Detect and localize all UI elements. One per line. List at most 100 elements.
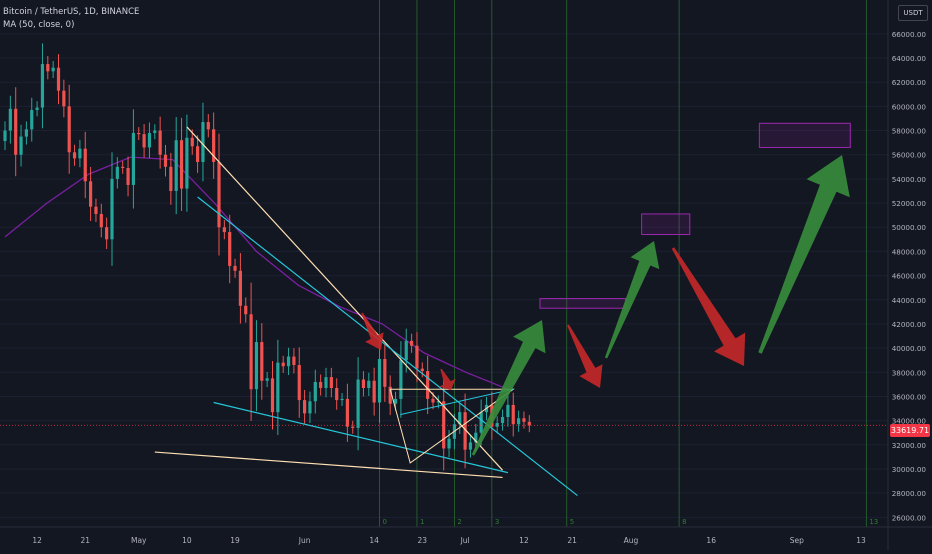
candle-body (517, 418, 521, 425)
candle-body (40, 64, 45, 108)
candle-body (522, 418, 526, 422)
y-tick-label: 64000.00 (892, 54, 927, 63)
candle-body (99, 213, 103, 228)
projection-arrow-down (671, 247, 746, 366)
projection-arrow-up (471, 320, 546, 456)
candle-body (335, 387, 339, 401)
y-tick-label: 30000.00 (892, 465, 927, 474)
candle-body (447, 438, 451, 449)
candle-body (511, 404, 515, 425)
candle-body (249, 314, 253, 390)
candle-body (324, 377, 328, 388)
cycle-label: 1 (420, 518, 424, 526)
candle-body (377, 358, 382, 403)
y-tick-label: 56000.00 (892, 151, 927, 160)
candle-body (372, 380, 376, 403)
y-tick-label: 34000.00 (892, 417, 927, 426)
candle-body (121, 166, 125, 169)
candle-body (62, 90, 66, 107)
y-tick-label: 52000.00 (892, 199, 927, 208)
candle-body (495, 423, 499, 427)
candle-body (24, 129, 28, 137)
projection-arrow-up (604, 241, 660, 359)
target-box (641, 213, 691, 235)
candle-body (303, 400, 307, 414)
candle-body (137, 132, 141, 135)
candle-body (190, 137, 194, 147)
candle-body (297, 365, 301, 401)
candles (0, 43, 888, 471)
candle-body (110, 178, 114, 240)
candle-body (313, 381, 317, 402)
candle-body (420, 368, 424, 372)
projection-arrow-up (758, 155, 850, 354)
y-tick-label: 40000.00 (892, 344, 927, 353)
y-tick-label: 58000.00 (892, 127, 927, 136)
candle-body (436, 401, 440, 403)
candle-body (308, 401, 312, 414)
projection-arrow-down (361, 312, 384, 350)
candle-body (8, 108, 12, 131)
candle-body (3, 130, 7, 142)
x-tick-label: 12 (519, 536, 529, 545)
candle-body (67, 106, 71, 153)
x-tick-label: 10 (182, 536, 192, 545)
candle-body (404, 340, 408, 361)
candle-body (254, 342, 259, 390)
candle-body (201, 122, 205, 162)
candle-body (458, 412, 462, 425)
candle-body (163, 154, 168, 167)
ma-50-line (4, 156, 509, 390)
candle-body (426, 371, 430, 399)
wedge-lower-line (197, 196, 578, 497)
candle-body (19, 136, 23, 155)
y-tick-label: 62000.00 (892, 78, 927, 87)
support-upper-line (213, 401, 509, 474)
candle-body (105, 227, 109, 240)
candle-body (174, 140, 178, 191)
candle-body (506, 404, 510, 418)
support-lower-line (154, 451, 503, 479)
candle-body (399, 360, 403, 399)
y-tick-label: 32000.00 (892, 441, 927, 450)
candle-body (206, 122, 210, 130)
candle-body (431, 398, 435, 403)
cycle-label: 2 (457, 518, 461, 526)
currency-button[interactable]: USDT (898, 5, 928, 21)
candle-body (56, 67, 61, 91)
x-tick-label: 23 (418, 536, 428, 545)
y-tick-label: 38000.00 (892, 368, 927, 377)
ma-layer (4, 156, 509, 390)
candle-body (35, 107, 39, 110)
candle-body (158, 130, 162, 155)
x-tick-label: 19 (230, 536, 240, 545)
candle-body (351, 426, 355, 428)
x-tick-label: May (131, 536, 147, 545)
candle-body (233, 265, 237, 271)
candle-body (329, 377, 333, 388)
candle-body (115, 166, 119, 179)
candle-body (244, 305, 248, 315)
y-tick-label: 48000.00 (892, 247, 927, 256)
legend: Bitcoin / TetherUS, 1D, BINANCE MA (50, … (3, 6, 139, 32)
y-tick-label: 26000.00 (892, 513, 927, 522)
candle-body (228, 232, 232, 266)
candle-body (463, 412, 467, 450)
candle-body (78, 148, 82, 159)
x-tick-label: Jun (298, 536, 311, 545)
x-tick-label: 13 (856, 536, 866, 545)
y-tick-label: 54000.00 (892, 175, 927, 184)
triangle-pattern (389, 388, 515, 464)
candle-body (410, 340, 414, 346)
candle-body (51, 67, 55, 72)
x-tick-label: Sep (790, 536, 804, 545)
candle-body (319, 381, 323, 388)
candle-body (131, 132, 135, 185)
candle-body (527, 421, 531, 426)
grid (0, 33, 888, 518)
arrows (361, 155, 850, 456)
projection-arrow-down (567, 324, 603, 388)
